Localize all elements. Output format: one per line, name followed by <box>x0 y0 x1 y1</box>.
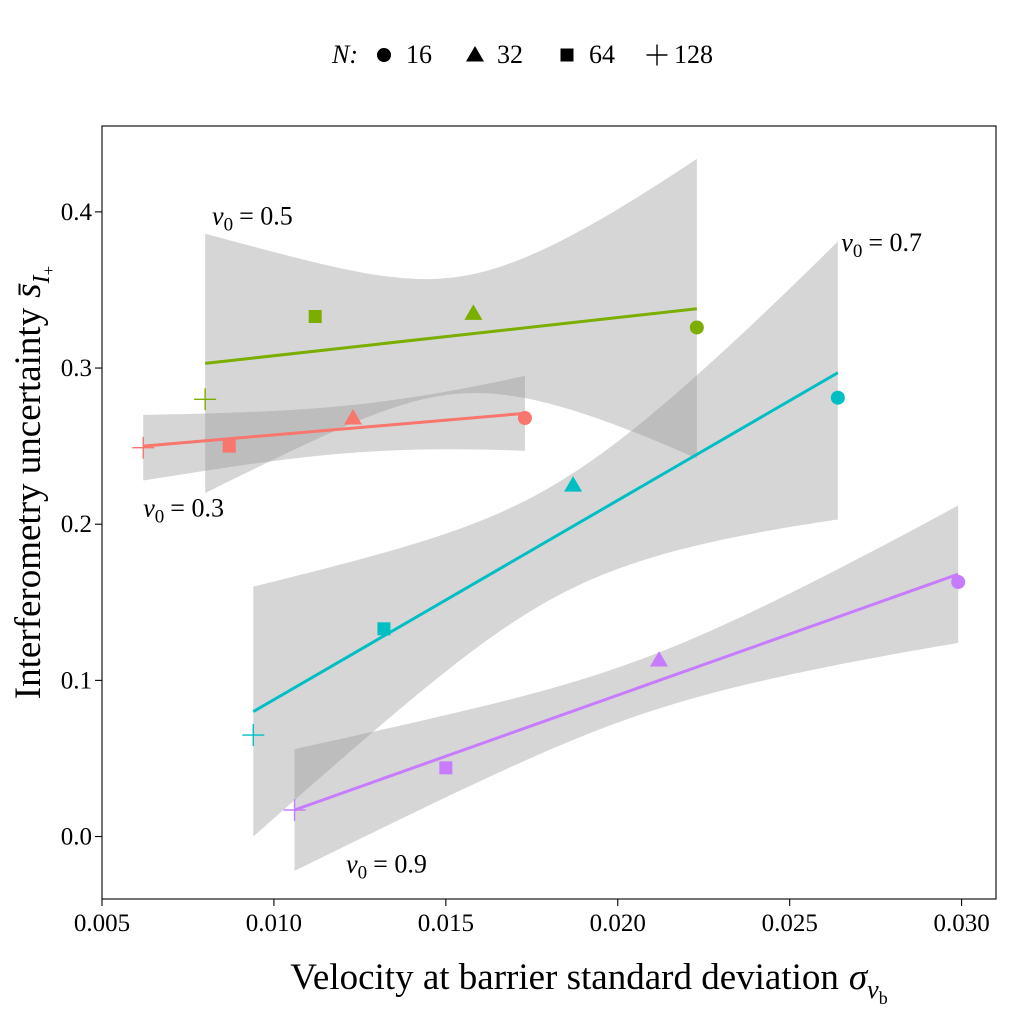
x-tick-label: 0.030 <box>933 910 989 937</box>
plot-panel: v0 = 0.3v0 = 0.5v0 = 0.7v0 = 0.9 <box>101 125 997 900</box>
x-tick-label: 0.015 <box>418 910 474 937</box>
y-axis-title-symbol: s̄ <box>8 282 49 297</box>
ci-band-3 <box>253 241 838 837</box>
series-label-value: = 0.3 <box>170 493 224 522</box>
series-label-subscript: 0 <box>358 862 368 883</box>
series-label-subscript: 0 <box>853 241 863 262</box>
data-point-square <box>222 439 236 453</box>
legend-key-plus <box>646 44 668 66</box>
x-tick-label: 0.025 <box>762 910 818 937</box>
ci-band-2 <box>205 158 697 493</box>
fit-line-2 <box>204 307 698 365</box>
x-axis: 0.005 0.010 0.015 0.020 0.025 0.030 <box>74 899 990 937</box>
y-tick-label: 0.3 <box>61 355 92 382</box>
series-label-3: v0 = 0.7 <box>841 228 922 262</box>
fit-line-1 <box>143 411 526 448</box>
legend: N: 16 32 64 128 <box>331 40 713 69</box>
data-point-triangle <box>344 409 363 425</box>
legend-key-square <box>560 48 574 62</box>
series-label-symbol: v <box>212 201 224 230</box>
y-axis-title-subsubscript: + <box>39 266 58 276</box>
x-axis-title-text: Velocity at barrier standard deviation <box>290 957 839 998</box>
legend-entry-64: 64 <box>560 40 615 69</box>
series-label-value: = 0.9 <box>373 849 427 878</box>
x-axis-title-subscript: v <box>867 975 879 1004</box>
x-tick-label: 0.005 <box>74 910 130 937</box>
series-label-subscript: 0 <box>155 506 165 527</box>
fit-line-3 <box>252 371 839 713</box>
fit-line-4 <box>294 572 959 812</box>
series-label-symbol: v <box>841 228 853 257</box>
series-label-symbol: v <box>143 493 155 522</box>
series-label-4: v0 = 0.9 <box>346 849 427 883</box>
y-tick-label: 0.2 <box>61 511 92 538</box>
legend-label-128: 128 <box>674 40 713 69</box>
legend-key-circle <box>377 48 391 62</box>
data-point-plus <box>194 388 217 411</box>
series-label-2: v0 = 0.5 <box>212 201 293 235</box>
legend-label-64: 64 <box>589 40 615 69</box>
data-point-square <box>439 761 453 775</box>
x-axis-title-subsubscript: b <box>879 988 888 1008</box>
data-point-circle <box>517 411 532 426</box>
y-tick-label: 0.4 <box>61 199 93 226</box>
y-tick-label: 0.1 <box>61 667 92 694</box>
data-point-square <box>308 310 322 324</box>
data-point-plus <box>132 436 155 459</box>
x-tick-label: 0.020 <box>590 910 646 937</box>
data-point-square <box>377 622 391 636</box>
legend-label-32: 32 <box>497 40 523 69</box>
ci-band-4 <box>294 505 959 871</box>
data-point-triangle <box>564 476 583 492</box>
series-label-value: = 0.7 <box>868 228 922 257</box>
series-label-value: = 0.5 <box>239 201 293 230</box>
y-axis-title-text: Interferometry uncertainty <box>8 307 49 699</box>
data-point-triangle <box>464 304 483 320</box>
series-label-symbol: v <box>346 849 358 878</box>
y-axis-title-subscript: I <box>29 274 55 284</box>
legend-label-16: 16 <box>406 40 432 69</box>
x-tick-label: 0.010 <box>246 910 302 937</box>
series-label-1: v0 = 0.3 <box>143 493 224 527</box>
legend-title: N: <box>331 40 358 69</box>
legend-entry-32: 32 <box>466 40 523 69</box>
x-axis-title: Velocity at barrier standard deviation σv… <box>290 957 887 1008</box>
legend-entry-128: 128 <box>646 40 713 69</box>
data-point-circle <box>830 390 845 405</box>
y-axis: 0.0 0.1 0.2 0.3 0.4 <box>61 199 102 851</box>
legend-key-triangle <box>466 46 484 62</box>
series-label-subscript: 0 <box>224 214 234 235</box>
panel-border <box>101 125 997 900</box>
x-axis-title-symbol: σ <box>849 957 869 998</box>
y-axis-title: Interferometry uncertainty s̄I+ <box>8 266 58 699</box>
data-point-circle <box>951 574 966 589</box>
data-point-plus <box>283 798 306 821</box>
legend-entry-16: 16 <box>377 40 432 69</box>
y-tick-label: 0.0 <box>61 824 92 851</box>
ci-band-1 <box>143 375 525 481</box>
data-point-circle <box>689 320 704 335</box>
data-point-plus <box>242 724 265 747</box>
data-point-triangle <box>650 651 669 667</box>
